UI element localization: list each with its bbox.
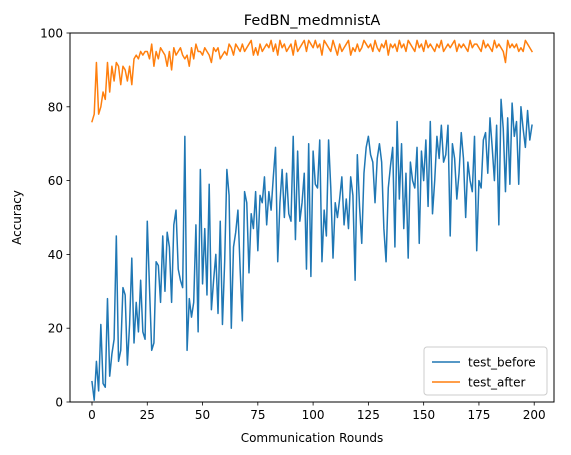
- legend-label-test_after: test_after: [468, 376, 526, 390]
- y-tick-label: 100: [40, 27, 63, 41]
- x-tick-label: 0: [88, 408, 96, 422]
- x-tick-label: 25: [140, 408, 155, 422]
- y-tick-label: 40: [48, 248, 63, 262]
- y-tick-label: 60: [48, 174, 63, 188]
- legend-box: [423, 346, 548, 396]
- chart-title: FedBN_medmnistA: [244, 13, 381, 29]
- x-tick-label: 75: [250, 408, 265, 422]
- x-tick-label: 175: [467, 408, 490, 422]
- y-tick-label: 0: [55, 396, 63, 410]
- x-tick-label: 50: [195, 408, 210, 422]
- y-axis-label: Accuracy: [10, 190, 24, 245]
- y-tick-label: 20: [48, 322, 63, 336]
- legend-label-test_before: test_before: [468, 356, 536, 370]
- plot-area: [69, 32, 555, 403]
- x-axis-label: Communication Rounds: [241, 431, 384, 445]
- series-line-test_after: [91, 39, 534, 123]
- legend: test_before test_after: [423, 346, 548, 396]
- y-tick-label: 80: [48, 100, 63, 114]
- x-axis: 0 25 50 75 100 125 150 175 200: [88, 402, 546, 422]
- series-layer: [91, 39, 534, 401]
- plot-frame: [69, 32, 555, 403]
- y-axis: 0 20 40 60 80 100: [40, 27, 70, 410]
- series-line-test_before: [91, 98, 533, 401]
- x-tick-label: 100: [302, 408, 325, 422]
- x-tick-label: 125: [357, 408, 380, 422]
- x-tick-label: 150: [412, 408, 435, 422]
- x-tick-label: 200: [523, 408, 546, 422]
